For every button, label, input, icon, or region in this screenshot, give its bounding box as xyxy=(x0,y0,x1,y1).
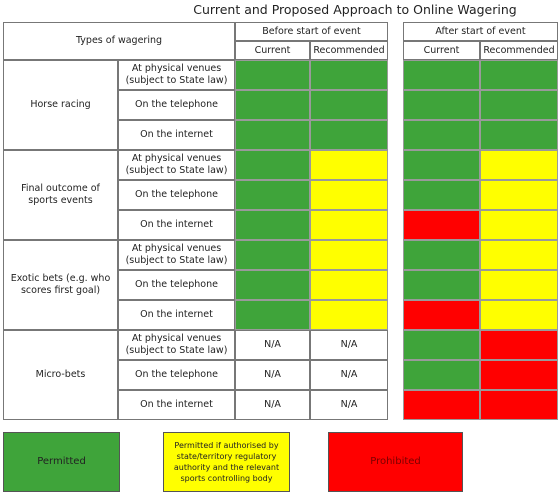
status-cell xyxy=(480,390,558,420)
status-cell xyxy=(235,210,310,240)
status-cell xyxy=(235,60,310,90)
channel-label: On the telephone xyxy=(118,270,235,300)
channel-label: On the telephone xyxy=(118,90,235,120)
status-cell xyxy=(235,120,310,150)
status-cell xyxy=(480,300,558,330)
status-cell xyxy=(480,210,558,240)
status-cell xyxy=(403,180,480,210)
na-cell: N/A xyxy=(310,390,388,420)
channel-label: At physical venues (subject to State law… xyxy=(118,240,235,270)
status-cell xyxy=(403,390,480,420)
channel-label: On the telephone xyxy=(118,360,235,390)
channel-label: At physical venues (subject to State law… xyxy=(118,330,235,360)
status-cell xyxy=(480,270,558,300)
title: Current and Proposed Approach to Online … xyxy=(193,1,517,17)
status-cell xyxy=(480,90,558,120)
na-cell: N/A xyxy=(235,390,310,420)
legend-item: Prohibited xyxy=(328,432,463,492)
status-cell xyxy=(480,60,558,90)
status-cell xyxy=(480,180,558,210)
status-cell xyxy=(310,120,388,150)
channel-label: On the internet xyxy=(118,300,235,330)
status-cell xyxy=(403,90,480,120)
status-cell xyxy=(310,300,388,330)
status-cell xyxy=(403,150,480,180)
na-cell: N/A xyxy=(235,360,310,390)
status-cell xyxy=(480,120,558,150)
legend-item: Permitted xyxy=(3,432,120,492)
status-cell xyxy=(403,240,480,270)
status-cell xyxy=(480,240,558,270)
status-cell xyxy=(235,150,310,180)
na-cell: N/A xyxy=(310,360,388,390)
period-header: Before start of event xyxy=(235,22,388,41)
header-cell xyxy=(118,22,235,60)
na-cell: N/A xyxy=(310,330,388,360)
status-cell xyxy=(310,60,388,90)
group-label: Horse racing xyxy=(3,60,118,150)
status-cell xyxy=(403,120,480,150)
status-cell xyxy=(310,150,388,180)
status-cell xyxy=(235,180,310,210)
group-label: Micro-bets xyxy=(3,330,118,420)
column-header: Recommended xyxy=(310,41,388,60)
status-cell xyxy=(480,150,558,180)
period-header: After start of event xyxy=(403,22,558,41)
column-header: Recommended xyxy=(480,41,558,60)
channel-label: On the internet xyxy=(118,120,235,150)
status-cell xyxy=(235,300,310,330)
channel-label: On the internet xyxy=(118,390,235,420)
status-cell xyxy=(403,360,480,390)
status-cell xyxy=(310,240,388,270)
status-cell xyxy=(310,270,388,300)
channel-label: On the internet xyxy=(118,210,235,240)
column-header: Current xyxy=(235,41,310,60)
status-cell xyxy=(403,210,480,240)
status-cell xyxy=(403,270,480,300)
channel-label: At physical venues (subject to State law… xyxy=(118,150,235,180)
status-cell xyxy=(310,180,388,210)
group-label: Exotic bets (e.g. who scores first goal) xyxy=(3,240,118,330)
status-cell xyxy=(403,60,480,90)
status-cell xyxy=(235,240,310,270)
group-label: Final outcome of sports events xyxy=(3,150,118,240)
status-cell xyxy=(235,270,310,300)
status-cell xyxy=(403,330,480,360)
status-cell xyxy=(310,90,388,120)
legend-item: Permitted if authorised by state/territo… xyxy=(163,432,290,492)
status-cell xyxy=(235,90,310,120)
status-cell xyxy=(310,210,388,240)
status-cell xyxy=(480,360,558,390)
column-header: Current xyxy=(403,41,480,60)
na-cell: N/A xyxy=(235,330,310,360)
channel-label: On the telephone xyxy=(118,180,235,210)
status-cell xyxy=(480,330,558,360)
channel-label: At physical venues (subject to State law… xyxy=(118,60,235,90)
status-cell xyxy=(403,300,480,330)
